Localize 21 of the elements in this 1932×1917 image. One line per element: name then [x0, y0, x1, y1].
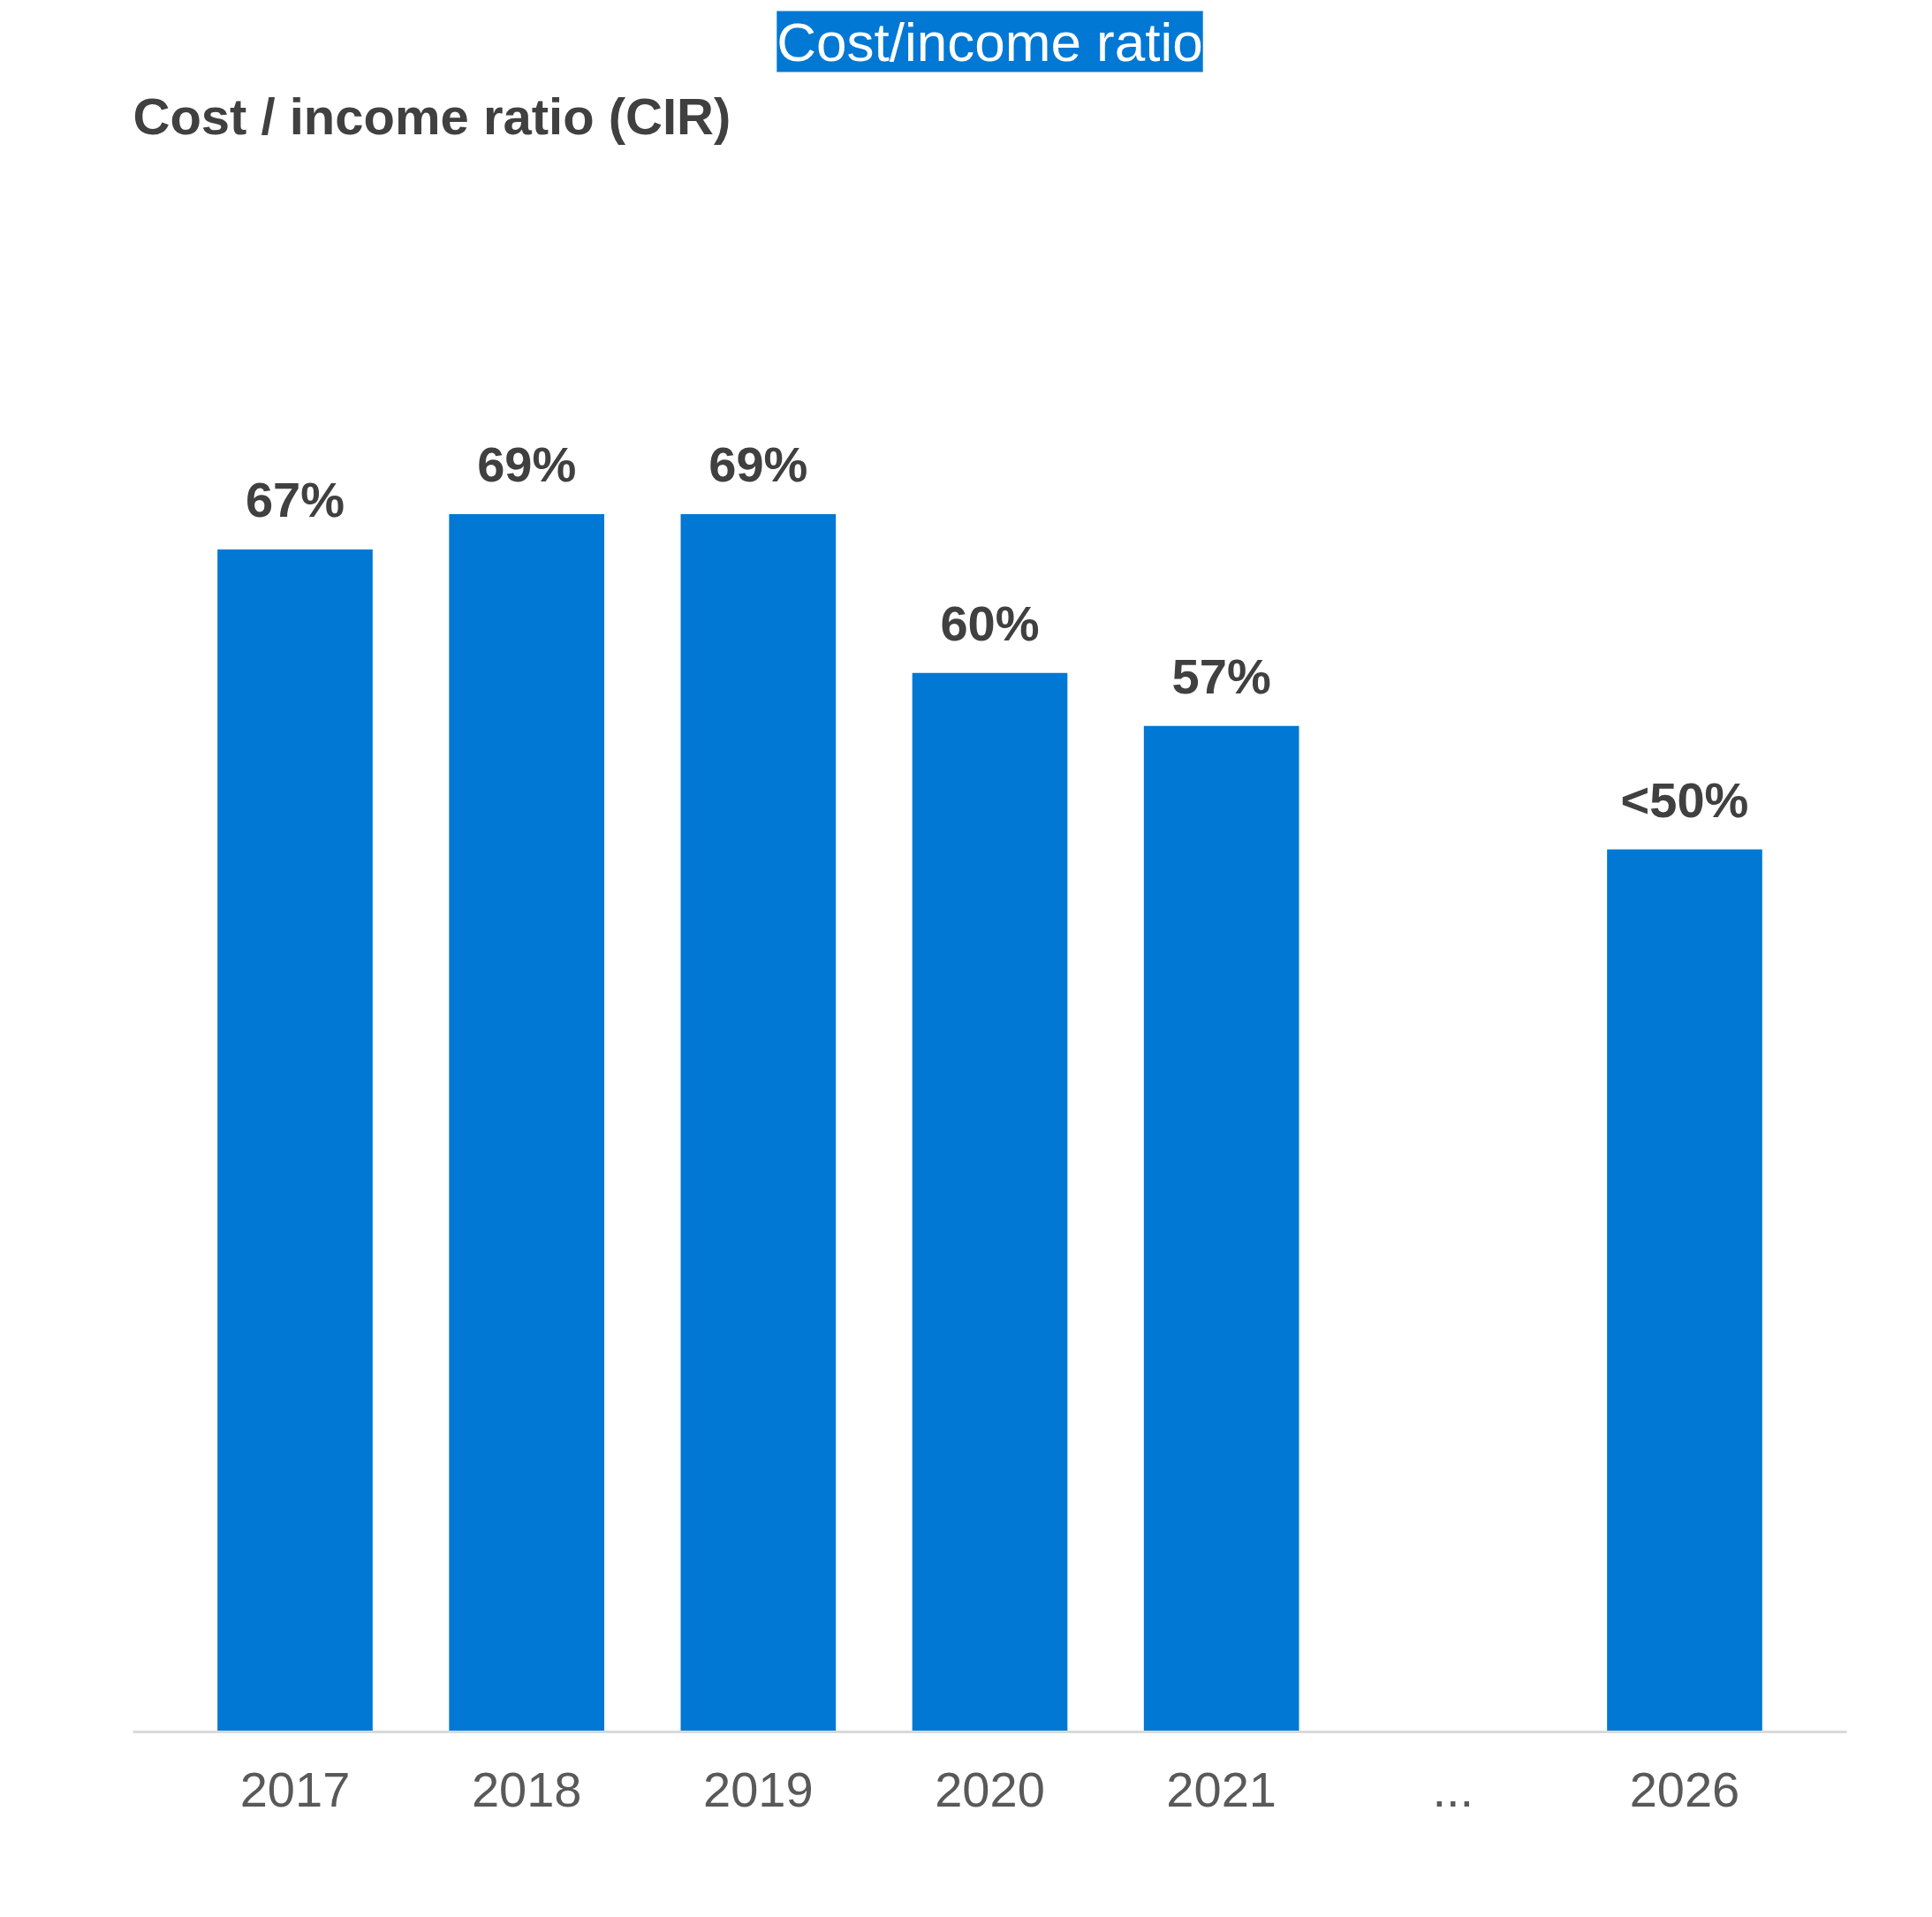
x-tick-label: 2017: [239, 1761, 351, 1817]
data-label: 57%: [1171, 648, 1271, 704]
bar: [680, 514, 837, 1732]
x-tick-label: 2021: [1166, 1761, 1277, 1817]
bar: [912, 672, 1068, 1732]
bar: [1143, 725, 1299, 1732]
chart-subtitle: Cost / income ratio (CIR): [133, 87, 731, 145]
x-tick-label: 2020: [935, 1761, 1045, 1817]
chart-title: Cost/income ratio: [777, 11, 1203, 72]
x-tick-label: ...: [1432, 1761, 1474, 1817]
bar: [1607, 849, 1762, 1732]
data-label: <50%: [1620, 771, 1749, 828]
x-tick-label: 2019: [703, 1761, 814, 1817]
bar: [217, 549, 373, 1732]
bar: [449, 514, 604, 1732]
x-tick-label: 2018: [471, 1761, 582, 1817]
data-label: 69%: [708, 436, 808, 493]
data-label: 67%: [245, 471, 345, 527]
data-label: 69%: [477, 436, 577, 493]
data-label: 60%: [940, 595, 1040, 651]
x-tick-label: 2026: [1629, 1761, 1740, 1817]
